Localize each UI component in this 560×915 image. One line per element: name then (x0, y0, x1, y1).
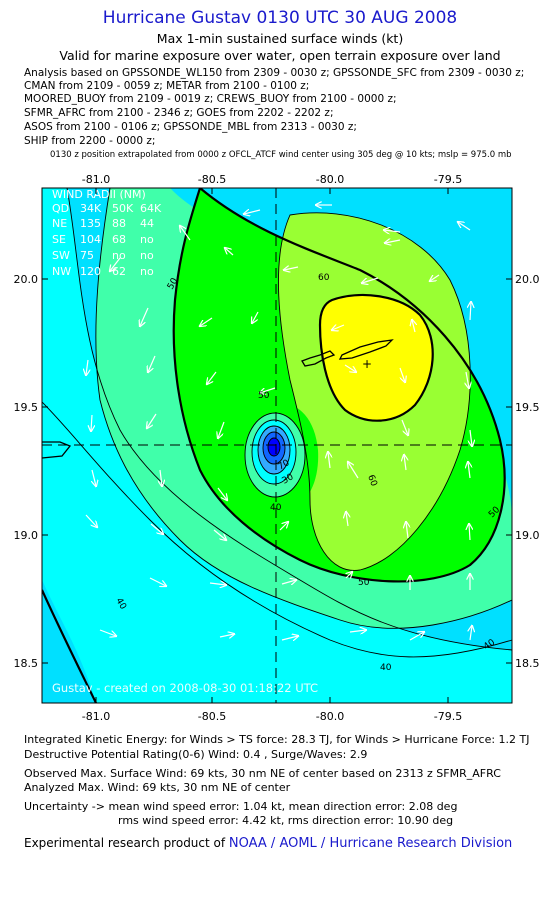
lat-tick-label: 19.5 (14, 401, 39, 414)
wind-radii-table: WIND RADII (NM) QD 34K 50K 64K NE 135 88… (52, 188, 162, 278)
lat-tick-label: 18.5 (515, 657, 540, 670)
wind-radii-header: 64K (140, 202, 162, 215)
uncertainty-line-2: rms wind speed error: 4.42 kt, rms direc… (118, 814, 454, 827)
wind-radii-cell: SW (52, 249, 70, 262)
wind-radii-header: 50K (112, 202, 134, 215)
wind-radii-cell: 75 (80, 249, 94, 262)
lat-tick-label: 19.5 (515, 401, 540, 414)
analysis-line: ASOS from 2100 - 0106 z; GPSSONDE_MBL fr… (24, 121, 357, 133)
hrd-link[interactable]: NOAA / AOML / Hurricane Research Divisio… (228, 836, 513, 851)
lon-tick-label: -80.0 (316, 173, 344, 186)
max-wind-marker: + (362, 357, 372, 371)
subtitle-winds: Max 1-min sustained surface winds (kt) (156, 31, 404, 46)
contour-label: 40 (380, 663, 392, 673)
wind-radii-cell: NW (52, 265, 71, 278)
analysis-line: SHIP from 2200 - 0000 z; (24, 135, 156, 147)
lat-ticks-left: 20.0 19.5 19.0 18.5 (14, 273, 39, 670)
wind-field: + (42, 188, 512, 703)
lon-tick-label: -80.5 (198, 173, 226, 186)
page-title: Hurricane Gustav 0130 UTC 30 AUG 2008 (102, 8, 458, 28)
lon-tick-label: -79.5 (434, 173, 462, 186)
lon-ticks-bottom: -81.0 -80.5 -80.0 -79.5 (82, 710, 462, 723)
credit-text: Gustav - created on 2008-08-30 01:18:22 … (52, 681, 318, 695)
product-credit: Experimental research product of NOAA / … (24, 836, 512, 851)
wind-radii-cell: 120 (80, 265, 101, 278)
lon-tick-label: -81.0 (82, 710, 110, 723)
analysis-line: Analysis based on GPSSONDE_WL150 from 23… (24, 67, 525, 79)
tick-marks (42, 188, 512, 703)
subtitle-exposure: Valid for marine exposure over water, op… (59, 48, 501, 63)
wind-radii-cell: NE (52, 217, 67, 230)
lon-ticks-top: -81.0 -80.5 -80.0 -79.5 (82, 173, 462, 186)
wind-radii-cell: 135 (80, 217, 101, 230)
lon-tick-label: -80.0 (316, 710, 344, 723)
contour-thick (42, 188, 506, 703)
lon-tick-label: -79.5 (434, 710, 462, 723)
contour-label: 50 (358, 578, 370, 588)
analyzed-max-text: Analyzed Max. Wind: 69 kts, 30 nm NE of … (24, 781, 291, 794)
analysis-line: SFMR_AFRC from 2100 - 2346 z; GOES from … (24, 107, 334, 119)
dpr-text: Destructive Potential Rating(0-6) Wind: … (24, 748, 368, 761)
wind-radii-cell: 104 (80, 233, 101, 246)
lat-tick-label: 20.0 (515, 273, 540, 286)
center-crosshair (42, 188, 512, 703)
wind-radii-title: WIND RADII (NM) (52, 188, 146, 201)
lat-ticks-right: 20.0 19.5 19.0 18.5 (515, 273, 540, 670)
product-prefix: Experimental research product of (24, 836, 229, 850)
lat-tick-label: 19.0 (14, 529, 39, 542)
lat-tick-label: 19.0 (515, 529, 540, 542)
lon-tick-label: -80.5 (198, 710, 226, 723)
wind-radii-cell: SE (52, 233, 66, 246)
wind-radii-cell: 44 (140, 217, 154, 230)
wind-map: + (14, 173, 540, 723)
band-cyan (42, 188, 512, 703)
wind-radii-cell: 68 (112, 233, 126, 246)
position-note: 0130 z position extrapolated from 0000 z… (50, 150, 512, 160)
lon-tick-label: -81.0 (82, 173, 110, 186)
wind-radii-header: QD (52, 202, 69, 215)
lat-tick-label: 18.5 (14, 657, 39, 670)
uncertainty-line-1: Uncertainty -> mean wind speed error: 1.… (24, 800, 458, 813)
wind-arrows (86, 205, 472, 640)
observed-max-text: Observed Max. Surface Wind: 69 kts, 30 n… (24, 767, 501, 780)
contour-lines (42, 188, 512, 658)
analysis-line: CMAN from 2109 - 0059 z; METAR from 2100… (24, 80, 310, 92)
analysis-line: MOORED_BUOY from 2109 - 0019 z; CREWS_BU… (24, 93, 397, 105)
wind-radii-header: 34K (80, 202, 102, 215)
wind-radii-cell: no (140, 233, 154, 246)
band-yellow (320, 295, 433, 421)
wind-radii-cell: 62 (112, 265, 126, 278)
plot-frame (41, 187, 513, 704)
lat-tick-label: 20.0 (14, 273, 39, 286)
contour-label: 60 (318, 273, 330, 283)
coastline (42, 339, 394, 459)
wind-radii-cell: no (140, 265, 154, 278)
contour-label: 40 (270, 503, 282, 513)
wind-radii-cell: 88 (112, 217, 126, 230)
wind-radii-cell: no (112, 249, 126, 262)
contour-label: 60 (365, 474, 378, 488)
ike-text: Integrated Kinetic Energy: for Winds > T… (24, 733, 530, 746)
contour-label: 50 (258, 391, 270, 401)
wind-radii-cell: no (140, 249, 154, 262)
eye (268, 438, 280, 456)
